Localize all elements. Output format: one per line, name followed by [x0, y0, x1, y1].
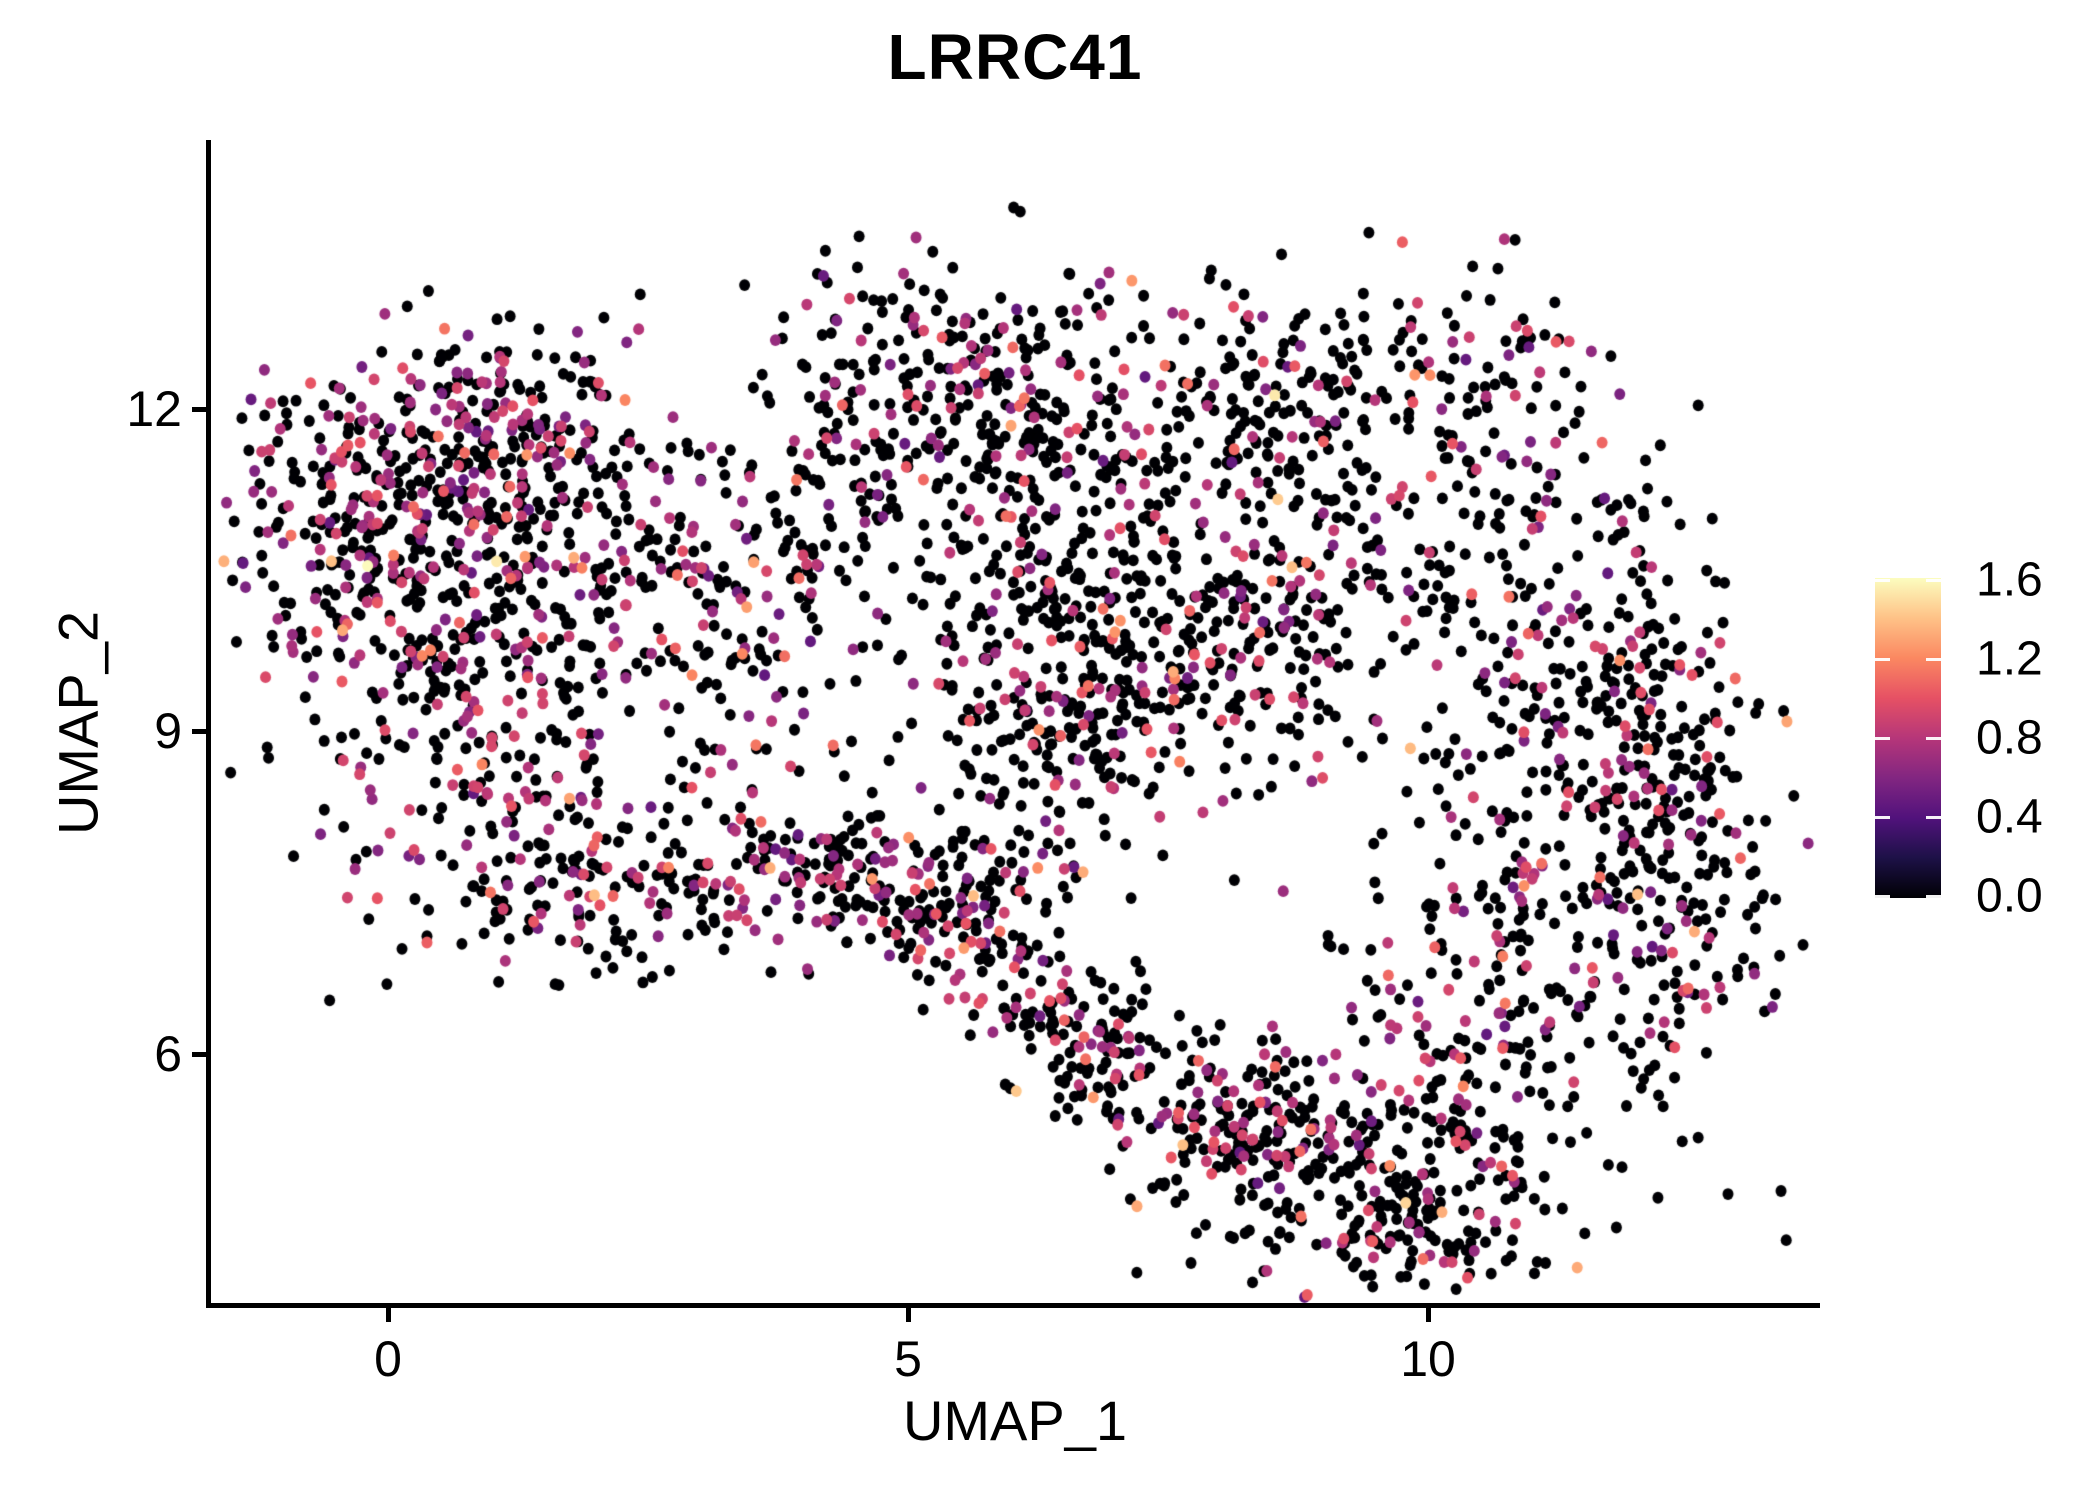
x-tick-mark [386, 1308, 391, 1322]
y-tick-mark [192, 729, 206, 734]
colorbar-tick-mark [1926, 578, 1941, 582]
y-tick-label: 12 [126, 380, 182, 437]
colorbar-tick-label: 0.0 [1976, 869, 2043, 923]
y-tick-label: 6 [154, 1025, 182, 1082]
colorbar-tick-mark [1926, 736, 1941, 740]
x-tick-mark [1426, 1308, 1431, 1322]
y-tick-mark [192, 1051, 206, 1057]
colorbar-tick-mark [1875, 894, 1890, 898]
x-tick-label: 10 [1400, 1331, 1456, 1387]
colorbar-tick-mark [1875, 657, 1890, 661]
x-axis-title: UMAP_1 [902, 1389, 1128, 1452]
colorbar-tick-label: 0.8 [1976, 711, 2043, 765]
colorbar-tick-mark [1926, 815, 1941, 819]
y-tick-label: 9 [154, 703, 182, 759]
colorbar-tick-mark [1875, 578, 1890, 582]
x-tick-mark [906, 1308, 911, 1322]
colorbar-tick-mark [1875, 815, 1890, 819]
x-tick-label: 5 [894, 1331, 922, 1387]
colorbar-tick-mark [1875, 736, 1890, 740]
x-tick-label: 0 [374, 1331, 402, 1387]
plot-title: LRRC41 [887, 21, 1143, 93]
colorbar-tick-label: 0.4 [1976, 790, 2043, 844]
colorbar-tick-label: 1.6 [1976, 553, 2043, 607]
y-axis-title: UMAP_2 [46, 610, 110, 836]
colorbar-tick-mark [1926, 894, 1941, 898]
y-tick-mark [192, 406, 206, 412]
x-axis-line [206, 1303, 1820, 1308]
colorbar-tick-mark [1926, 657, 1941, 661]
y-axis-line [206, 140, 211, 1308]
colorbar-tick-label: 1.2 [1976, 632, 2043, 686]
